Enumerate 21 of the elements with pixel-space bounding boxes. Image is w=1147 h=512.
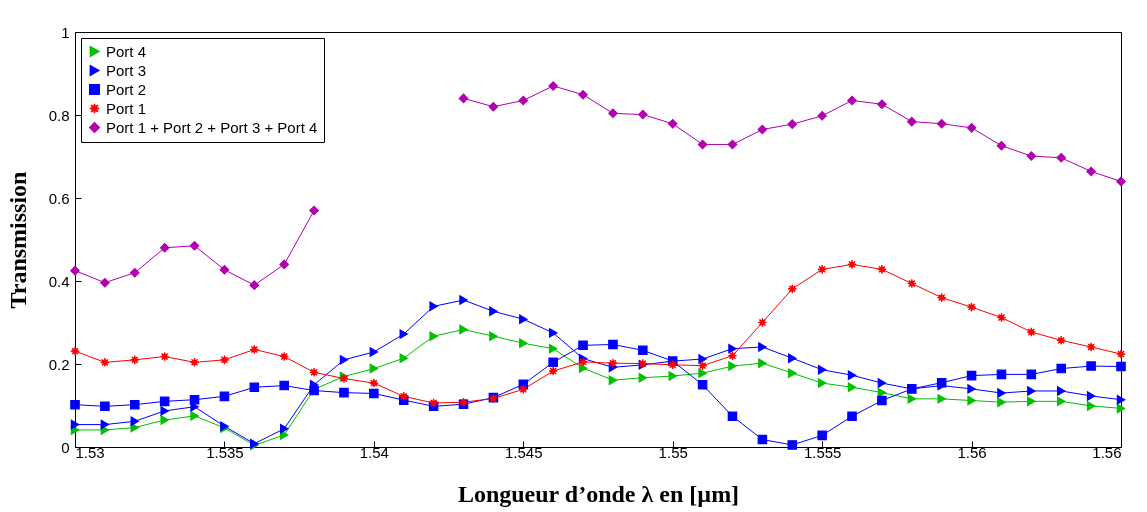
x-tick-label: 1.56 [1092, 443, 1122, 461]
legend-label: Port 1 [106, 99, 147, 117]
y-tick-label: 0.8 [48, 106, 70, 124]
y-tick-label: 0.6 [48, 189, 70, 207]
x-tick-label: 1.555 [803, 443, 842, 461]
y-tick-label: 0 [61, 438, 70, 456]
y-tick-label: 1 [61, 23, 70, 41]
legend-label: Port 2 [106, 80, 147, 98]
legend-label: Port 3 [106, 61, 147, 79]
x-tick-label: 1.535 [206, 443, 244, 461]
legend-label: Port 4 [106, 42, 147, 60]
legend-label: Port 1 + Port 2 + Port 3 + Port 4 [106, 118, 318, 136]
x-tick-label: 1.545 [505, 443, 543, 461]
y-axis-title: Transmission [4, 171, 31, 309]
x-tick-label: 1.53 [75, 443, 105, 461]
x-tick-label: 1.54 [359, 443, 389, 461]
x-tick-label: 1.55 [658, 443, 688, 461]
y-tick-label: 0.4 [48, 272, 70, 290]
y-tick-label: 0.2 [48, 355, 70, 373]
x-axis-title: Longueur d’onde λ en [µm] [457, 480, 740, 507]
x-tick-label: 1.56 [957, 443, 987, 461]
